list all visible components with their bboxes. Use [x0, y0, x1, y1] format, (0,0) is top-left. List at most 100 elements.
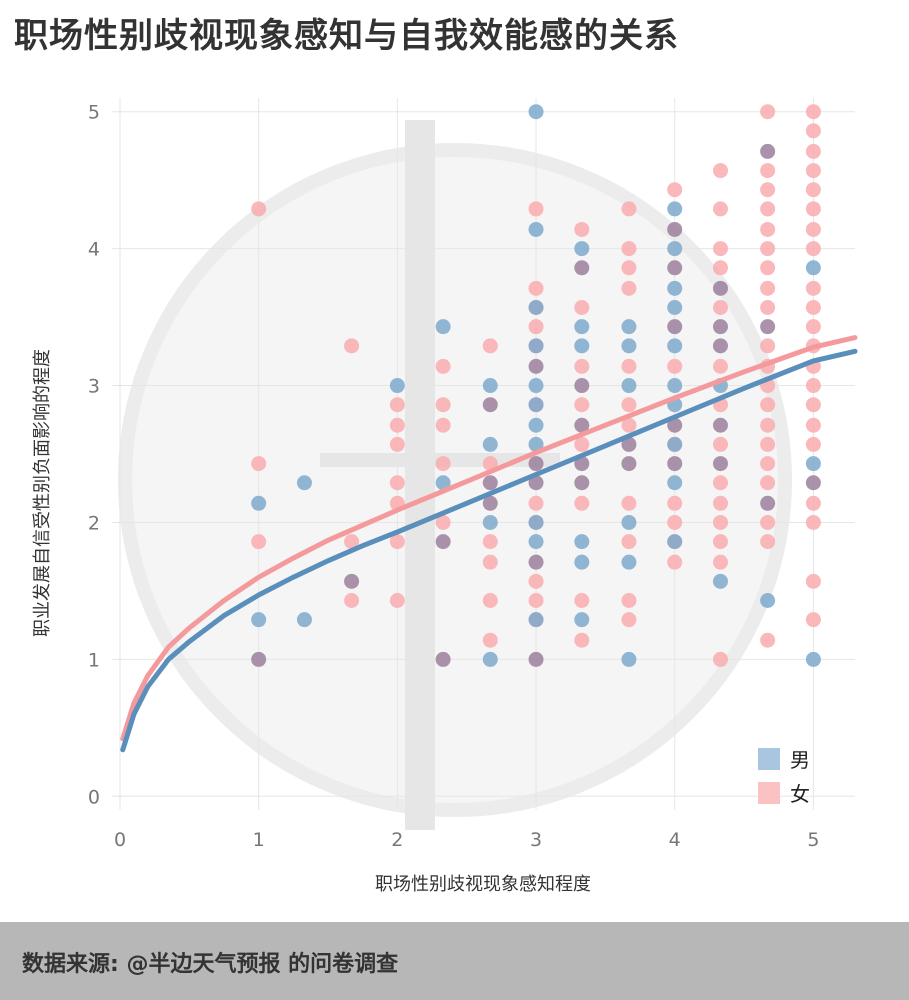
- x-tick-label: 0: [114, 829, 126, 851]
- data-point-female: [389, 436, 405, 452]
- data-point-female: [712, 201, 728, 217]
- data-point-male: [574, 338, 590, 354]
- data-point-female: [482, 593, 498, 609]
- data-point-female: [621, 260, 637, 276]
- data-point-female: [760, 182, 776, 198]
- data-point-female: [712, 554, 728, 570]
- data-point-female: [528, 495, 544, 511]
- data-point-male: [482, 514, 498, 530]
- data-point-female: [712, 260, 728, 276]
- data-point-male: [435, 475, 451, 491]
- data-point-female: [574, 593, 590, 609]
- data-point-male: [667, 241, 683, 257]
- data-point-male: [528, 299, 544, 315]
- footer-bar: 数据来源: @半边天气预报 的问卷调查: [0, 922, 909, 1000]
- data-point-overlap: [574, 475, 590, 491]
- data-point-female: [667, 495, 683, 511]
- data-point-male: [528, 612, 544, 628]
- data-point-male: [528, 338, 544, 354]
- y-axis-label: 职业发展自信受性别负面影响的程度: [32, 349, 53, 637]
- x-tick-label: 4: [669, 829, 681, 851]
- data-point-overlap: [667, 260, 683, 276]
- data-point-overlap: [574, 417, 590, 433]
- data-point-overlap: [528, 554, 544, 570]
- data-point-male: [528, 221, 544, 237]
- data-point-female: [760, 241, 776, 257]
- data-point-female: [435, 358, 451, 374]
- data-point-overlap: [712, 338, 728, 354]
- data-point-female: [760, 475, 776, 491]
- data-point-male: [574, 534, 590, 550]
- y-tick-label: 1: [88, 649, 100, 671]
- fit-lines: [120, 335, 858, 753]
- watermark-circle: [118, 143, 792, 817]
- data-point-female: [574, 358, 590, 374]
- data-point-female: [712, 436, 728, 452]
- data-point-female: [805, 143, 821, 159]
- data-point-male: [389, 378, 405, 394]
- data-point-female: [574, 495, 590, 511]
- data-point-female: [805, 612, 821, 628]
- data-point-male: [712, 573, 728, 589]
- legend-swatch: [758, 782, 780, 804]
- data-point-male: [667, 436, 683, 452]
- data-point-female: [435, 456, 451, 472]
- data-point-overlap: [667, 221, 683, 237]
- chart-area: 0 1 2 3 4 5 0 1 2 3 4 5 男女 职场性别歧视现象感知程度 职业发展自信受性别负面…: [0, 60, 909, 920]
- data-point-female: [435, 417, 451, 433]
- data-point-female: [482, 534, 498, 550]
- data-point-female: [760, 104, 776, 120]
- data-point-male: [435, 319, 451, 335]
- data-point-female: [389, 397, 405, 413]
- data-point-overlap: [482, 495, 498, 511]
- data-point-female: [344, 534, 360, 550]
- data-point-overlap: [482, 397, 498, 413]
- data-point-overlap: [482, 475, 498, 491]
- data-point-female: [667, 358, 683, 374]
- data-point-female: [251, 201, 267, 217]
- data-point-female: [805, 221, 821, 237]
- data-point-overlap: [760, 495, 776, 511]
- data-point-female: [621, 534, 637, 550]
- data-point-female: [712, 514, 728, 530]
- data-point-female: [760, 632, 776, 648]
- data-point-female: [805, 299, 821, 315]
- data-point-female: [574, 436, 590, 452]
- data-point-female: [621, 358, 637, 374]
- data-point-female: [528, 280, 544, 296]
- data-point-overlap: [435, 651, 451, 667]
- data-point-female: [760, 221, 776, 237]
- data-point-male: [251, 612, 267, 628]
- data-point-overlap: [712, 280, 728, 296]
- data-point-overlap: [621, 436, 637, 452]
- data-point-female: [621, 241, 637, 257]
- watermark: [118, 120, 792, 830]
- data-point-female: [712, 241, 728, 257]
- data-point-female: [251, 534, 267, 550]
- data-point-female: [435, 514, 451, 530]
- data-point-female: [760, 456, 776, 472]
- data-point-male: [296, 612, 312, 628]
- data-point-female: [482, 338, 498, 354]
- data-point-female: [805, 241, 821, 257]
- data-point-male: [667, 475, 683, 491]
- legend-label: 男: [790, 748, 810, 772]
- data-point-female: [712, 495, 728, 511]
- data-point-overlap: [528, 475, 544, 491]
- scatter-chart: 0 1 2 3 4 5 0 1 2 3 4 5 男女 职场性别歧视现象感知程度 职业发展自信受性别负面…: [32, 98, 858, 895]
- data-point-overlap: [435, 534, 451, 550]
- data-point-female: [528, 593, 544, 609]
- legend-label: 女: [790, 782, 810, 806]
- data-source: 数据来源: @半边天气预报 的问卷调查: [22, 952, 399, 977]
- data-point-female: [805, 573, 821, 589]
- data-point-overlap: [528, 358, 544, 374]
- data-point-female: [805, 319, 821, 335]
- data-point-female: [389, 475, 405, 491]
- data-point-overlap: [251, 651, 267, 667]
- data-point-overlap: [344, 573, 360, 589]
- data-point-overlap: [574, 456, 590, 472]
- data-point-overlap: [528, 651, 544, 667]
- data-point-female: [760, 534, 776, 550]
- data-point-overlap: [621, 456, 637, 472]
- data-point-male: [528, 104, 544, 120]
